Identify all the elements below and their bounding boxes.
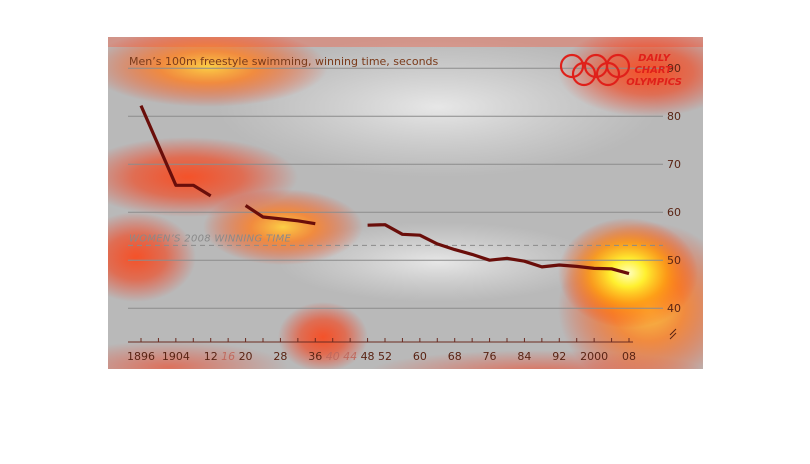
- heatmap-highlight: [218, 37, 658, 177]
- x-tick-label: 12: [204, 350, 218, 363]
- x-tick-label: 48: [361, 350, 375, 363]
- x-tick-label: 08: [622, 350, 636, 363]
- grid-lines: [128, 67, 663, 309]
- olympic-ring: [559, 53, 585, 79]
- series-line-segment: [367, 223, 630, 276]
- axis-break-stroke: [669, 328, 677, 340]
- y-tick-label: 90: [667, 62, 681, 75]
- brand-wordmark: DAILY CHART OLYMPICS: [626, 53, 682, 88]
- x-tick-label: 1896: [127, 350, 155, 363]
- x-tick-label: 36: [308, 350, 322, 363]
- x-axis-ticks: [140, 338, 630, 342]
- chart-title: Men’s 100m freestyle swimming, winning t…: [129, 55, 439, 68]
- olympic-ring: [571, 61, 597, 87]
- y-tick-label: 50: [667, 254, 681, 267]
- olympic-ring: [605, 53, 631, 79]
- brand-line-3: OLYMPICS: [626, 77, 682, 88]
- axis-break-mark: [669, 328, 677, 340]
- x-tick-label: 1904: [162, 350, 190, 363]
- y-axis-labels: 40 50 60 70 80 90: [667, 62, 681, 315]
- heatmap-hotspot: [203, 189, 363, 265]
- series-line: [139, 104, 630, 276]
- olympic-rings-logo: [559, 53, 631, 87]
- x-axis-labels: 1896 1904 12 16 20 28 36 40 44 48 52 60 68 76 84 92 2000…: [127, 350, 636, 363]
- brand-line-1: DAILY: [638, 53, 672, 64]
- brand-line-2: CHART: [634, 65, 673, 76]
- x-tick-label: 2000: [580, 350, 608, 363]
- x-tick-label: 20: [239, 350, 253, 363]
- x-tick-label: 76: [483, 350, 497, 363]
- heatmap-hotspot: [558, 27, 738, 117]
- x-tick-label: 16: [221, 350, 235, 363]
- heatmap-edge-tint: [108, 37, 703, 47]
- series-line-segment: [244, 204, 316, 226]
- series-line-segment: [139, 104, 212, 198]
- reference-line-label: WOMEN’S 2008 WINNING TIME: [129, 233, 292, 244]
- heatmap-highlight: [278, 222, 598, 302]
- x-tick-label: 44: [343, 350, 357, 363]
- heatmap-hotspot: [88, 27, 328, 107]
- chart-svg: WOMEN’S 2008 WINNING TIME 40 50 60 70 80 90 1…: [48, 27, 738, 394]
- x-tick-label: 40: [326, 350, 340, 363]
- y-tick-label: 70: [667, 158, 681, 171]
- x-tick-label: 92: [552, 350, 566, 363]
- x-tick-label: 60: [413, 350, 427, 363]
- attention-heatmap-overlay: [48, 27, 738, 394]
- x-tick-label: 84: [517, 350, 531, 363]
- chart-frame: WOMEN’S 2008 WINNING TIME 40 50 60 70 80 90 1…: [48, 27, 738, 394]
- x-tick-label: 28: [273, 350, 287, 363]
- heatmap-hotspot: [278, 302, 368, 372]
- x-tick-label: 68: [448, 350, 462, 363]
- y-tick-label: 60: [667, 206, 681, 219]
- x-tick-label: 52: [378, 350, 392, 363]
- y-tick-label: 40: [667, 302, 681, 315]
- y-tick-label: 80: [667, 110, 681, 123]
